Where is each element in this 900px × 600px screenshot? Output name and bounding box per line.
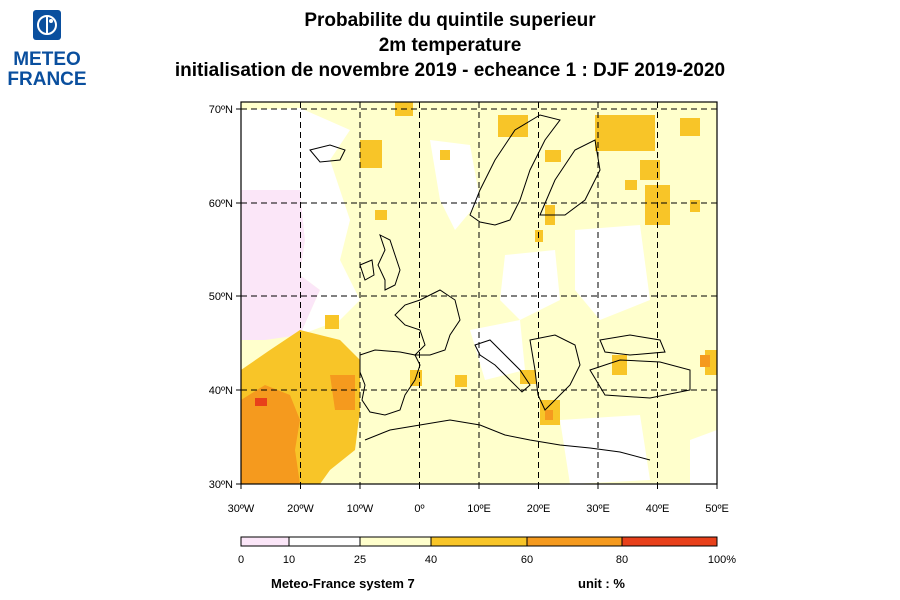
colorbar-label: 80 — [616, 554, 628, 566]
colorbar-label: 60 — [521, 554, 533, 566]
very-high-zone — [255, 398, 267, 406]
white-zone-arabia — [690, 430, 717, 484]
colorbar-class-10-25 — [289, 537, 360, 546]
colorbar-label: 40 — [425, 554, 437, 566]
logo-text-line2: FRANCE — [7, 69, 87, 90]
lon-label: 10ºE — [467, 503, 491, 515]
lon-label: 40ºE — [646, 503, 670, 515]
unit-label: unit : % — [578, 576, 625, 591]
colorbar-class-0-10 — [241, 537, 289, 546]
meteo-france-badge-icon — [33, 10, 61, 40]
lat-label: 60ºN — [209, 198, 233, 210]
title-line-2: 2m temperature — [378, 35, 522, 56]
lon-label: 30ºW — [228, 503, 255, 515]
high-zone-iberia-west — [330, 375, 355, 410]
colorbar — [240, 536, 718, 547]
title-line-1: Probabilite du quintile superieur — [304, 10, 596, 31]
colorbar-label: 25 — [354, 554, 366, 566]
colorbar-label: 100% — [708, 554, 736, 566]
colorbar-class-60-80 — [527, 537, 622, 546]
lon-label: 10ºW — [347, 503, 374, 515]
colorbar-class-80-100 — [622, 537, 717, 546]
white-zone-central-europe — [500, 250, 560, 320]
white-zone-norway-sea — [430, 140, 480, 230]
scattered-orange-patches — [545, 355, 710, 420]
high-zone-atlantic-south — [241, 385, 300, 484]
chart-title-block: Probabilite du quintile superieur 2m tem… — [150, 8, 750, 83]
lat-label: 40ºN — [209, 385, 233, 397]
white-zone-north-atlantic — [300, 190, 340, 270]
graticule — [241, 102, 717, 484]
lat-label: 50ºN — [209, 291, 233, 303]
lat-label: 70ºN — [209, 104, 233, 116]
meteo-france-logo: METEO FRANCE — [6, 8, 88, 90]
lat-ticks — [236, 108, 241, 485]
lon-label: 0º — [414, 503, 424, 515]
scattered-patches — [325, 102, 717, 425]
lon-label: 20ºE — [527, 503, 551, 515]
lon-label: 30ºE — [586, 503, 610, 515]
colorbar-class-25-40 — [360, 537, 431, 546]
lat-label: 30ºN — [209, 479, 233, 491]
white-zone-atlantic — [241, 108, 360, 335]
logo-text-line1: METEO — [13, 49, 81, 70]
lon-label: 20ºW — [287, 503, 314, 515]
lon-ticks — [240, 484, 718, 489]
colorbar-label: 10 — [283, 554, 295, 566]
colorbar-class-40-60 — [431, 537, 527, 546]
white-zone-mediterranean — [470, 320, 525, 380]
lon-label: 50ºE — [705, 503, 729, 515]
title-line-3: initialisation de novembre 2019 - echean… — [174, 60, 726, 81]
colorbar-label: 0 — [238, 554, 244, 566]
model-name: Meteo-France system 7 — [271, 576, 415, 591]
